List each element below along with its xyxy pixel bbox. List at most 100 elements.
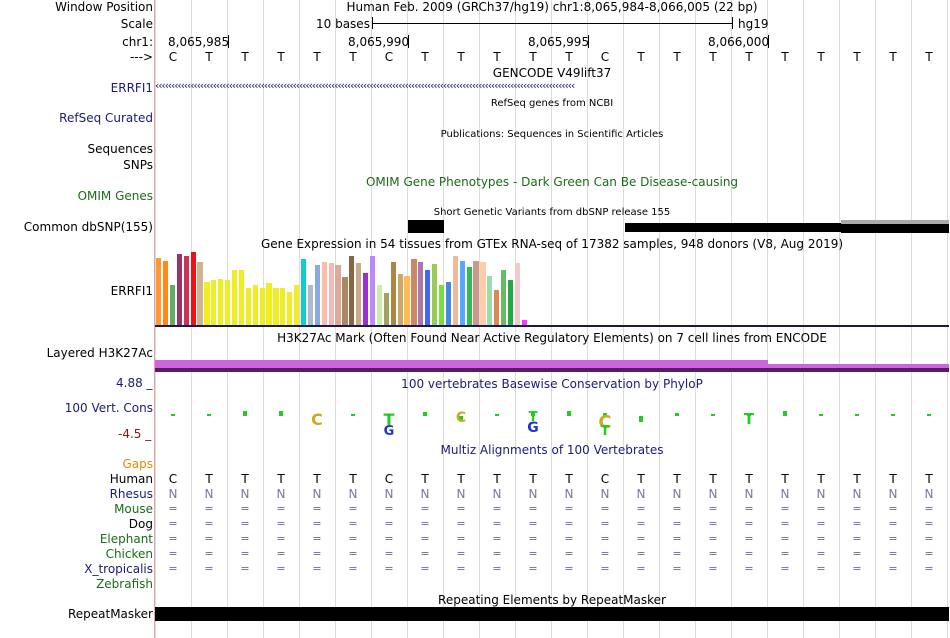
gtex-bar[interactable] <box>280 288 286 326</box>
gtex-bar[interactable] <box>459 261 465 326</box>
dbsnp-label[interactable]: Common dbSNP(155) <box>23 220 153 234</box>
gtex-bar[interactable] <box>238 270 245 326</box>
gtex-bar[interactable] <box>418 262 424 326</box>
phylop-mark[interactable] <box>783 411 787 416</box>
phylop-mark[interactable] <box>567 411 571 416</box>
gaps-label[interactable]: Gaps <box>122 457 153 471</box>
omim-label[interactable]: OMIM Genes <box>77 189 153 203</box>
gtex-bar[interactable] <box>501 270 507 326</box>
gencode-title[interactable]: GENCODE V49lift37 <box>492 66 612 80</box>
gtex-bar[interactable] <box>397 274 403 326</box>
repeatmasker-element[interactable] <box>155 607 949 621</box>
publications-label-line1[interactable]: Sequences <box>87 142 153 156</box>
phylop-mark[interactable] <box>819 414 823 416</box>
gtex-bar[interactable] <box>225 280 231 326</box>
phylop-mark[interactable] <box>423 412 427 416</box>
refseq-label[interactable]: RefSeq Curated <box>59 111 153 125</box>
phylop-mark[interactable] <box>171 414 175 416</box>
gtex-bar[interactable] <box>383 293 389 326</box>
gtex-bar[interactable] <box>294 285 300 326</box>
gtex-bar[interactable] <box>307 285 314 326</box>
gtex-bar[interactable] <box>363 273 369 326</box>
gtex-bar[interactable] <box>287 292 293 326</box>
phylop-mark[interactable] <box>855 414 859 416</box>
phylop-mark[interactable] <box>387 414 391 416</box>
gtex-bar[interactable] <box>480 262 486 326</box>
gtex-bar[interactable] <box>273 288 279 326</box>
gtex-bar[interactable] <box>162 261 169 326</box>
gtex-bar[interactable] <box>487 276 493 326</box>
phylop-mark[interactable] <box>711 414 715 416</box>
gtex-bar[interactable] <box>445 282 452 326</box>
phylop-mark[interactable] <box>351 414 355 416</box>
phylop-mark[interactable] <box>639 416 643 422</box>
gtex-bar[interactable] <box>342 277 348 326</box>
h3k27ac-title[interactable]: H3K27Ac Mark (Often Found Near Active Re… <box>277 331 827 345</box>
gtex-bar[interactable] <box>266 283 272 326</box>
phylop-mark[interactable] <box>531 413 535 416</box>
gtex-bar[interactable] <box>245 288 251 326</box>
gtex-bar[interactable] <box>259 288 265 326</box>
gtex-bar[interactable] <box>176 254 182 326</box>
species-label[interactable]: Chicken <box>105 547 153 561</box>
gtex-bar[interactable] <box>507 280 514 326</box>
publications-label-line2[interactable]: SNPs <box>123 158 153 172</box>
refseq-title[interactable]: RefSeq genes from NCBI <box>490 98 614 109</box>
phylop-chart[interactable] <box>155 395 949 445</box>
repeatmasker-label[interactable]: RepeatMasker <box>67 607 153 621</box>
phylop-mark[interactable] <box>675 413 679 416</box>
dbsnp-title[interactable]: Short Genetic Variants from dbSNP releas… <box>433 207 671 218</box>
phylop-mark[interactable] <box>459 416 463 420</box>
omim-title[interactable]: OMIM Gene Phenotypes - Dark Green Can Be… <box>365 175 739 189</box>
species-label[interactable]: Dog <box>128 517 153 531</box>
gtex-bar[interactable] <box>494 290 500 326</box>
publications-title[interactable]: Publications: Sequences in Scientific Ar… <box>440 129 664 140</box>
phylop-mark[interactable] <box>927 414 931 416</box>
phylop-mark[interactable] <box>747 414 751 416</box>
dbsnp-variant[interactable] <box>408 220 444 233</box>
species-label[interactable]: Rhesus <box>109 487 153 501</box>
gtex-bar[interactable] <box>376 285 383 326</box>
gtex-bar[interactable] <box>156 258 162 326</box>
gtex-bar[interactable] <box>349 256 355 326</box>
phylop-mark[interactable] <box>243 411 247 416</box>
gtex-bar[interactable] <box>404 276 410 326</box>
phylop-mark[interactable] <box>891 414 895 416</box>
multiz-title[interactable]: Multiz Alignments of 100 Vertebrates <box>440 443 664 457</box>
phylop-label[interactable]: 100 Vert. Cons <box>64 401 153 415</box>
gencode-gene-label[interactable]: ERRFI1 <box>110 81 153 95</box>
gtex-bar[interactable] <box>328 263 334 326</box>
gtex-bar[interactable] <box>466 267 472 326</box>
gtex-bar[interactable] <box>521 320 527 326</box>
species-label[interactable]: X_tropicalis <box>84 562 153 576</box>
species-label[interactable]: Mouse <box>114 502 153 516</box>
gtex-bar[interactable] <box>204 282 210 326</box>
gtex-bar[interactable] <box>514 263 521 326</box>
gtex-bar[interactable] <box>452 256 458 326</box>
phylop-title[interactable]: 100 vertebrates Basewise Conservation by… <box>401 377 703 391</box>
gtex-bar[interactable] <box>197 262 203 326</box>
gtex-bar[interactable] <box>169 285 176 326</box>
gtex-bar[interactable] <box>300 259 307 326</box>
gtex-bar[interactable] <box>321 262 327 326</box>
species-label[interactable]: Elephant <box>99 532 153 546</box>
phylop-mark[interactable] <box>279 411 283 416</box>
gtex-bar[interactable] <box>335 265 341 326</box>
gtex-bar[interactable] <box>356 263 362 326</box>
gtex-bar[interactable] <box>183 256 189 326</box>
gtex-bar[interactable] <box>252 285 258 326</box>
gtex-bar[interactable] <box>218 279 224 326</box>
gtex-bar[interactable] <box>473 261 479 326</box>
phylop-mark[interactable] <box>315 414 319 416</box>
gtex-label[interactable]: ERRFI1 <box>110 284 153 298</box>
repeatmasker-title[interactable]: Repeating Elements by RepeatMasker <box>438 593 666 607</box>
phylop-mark[interactable] <box>207 414 211 416</box>
gtex-bar[interactable] <box>190 252 196 326</box>
phylop-mark[interactable] <box>603 413 607 416</box>
dbsnp-variant[interactable] <box>625 223 841 232</box>
gtex-bar[interactable] <box>411 259 417 326</box>
h3k27ac-signal[interactable] <box>155 360 768 368</box>
gtex-bar[interactable] <box>432 264 438 326</box>
gtex-bar[interactable] <box>314 265 320 326</box>
gtex-chart[interactable] <box>156 252 536 326</box>
